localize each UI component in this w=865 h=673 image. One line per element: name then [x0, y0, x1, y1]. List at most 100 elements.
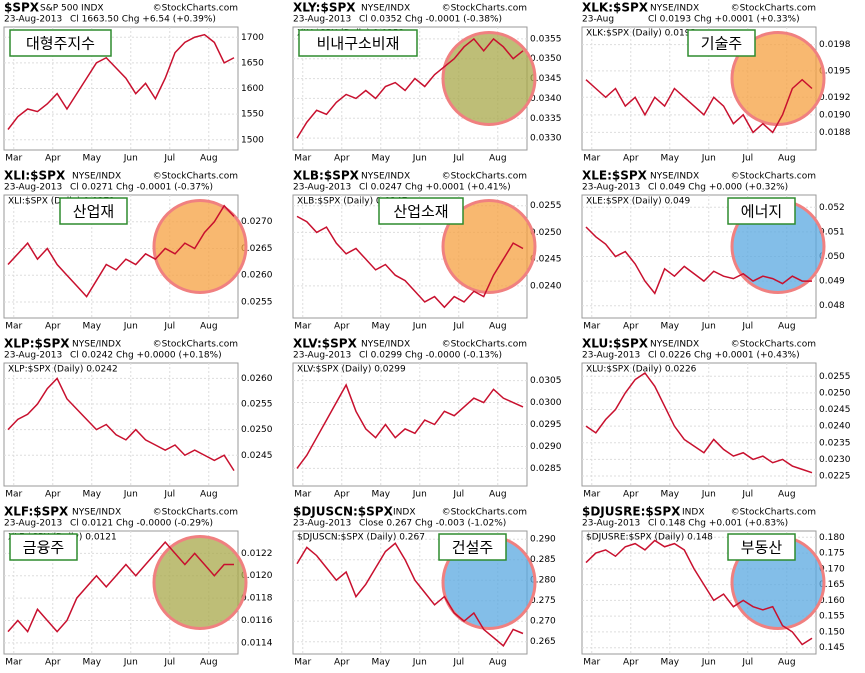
y-tick-label: 0.0188 — [819, 128, 851, 138]
price-line — [296, 37, 524, 139]
x-tick-label: Aug — [778, 154, 796, 164]
x-tick-label: Jun — [701, 490, 716, 500]
x-tick-label: Mar — [5, 490, 22, 500]
symbol: XLF:$SPX — [4, 505, 69, 519]
x-tick-label: Mar — [583, 322, 600, 332]
symbol: $DJUSRE:$SPX — [582, 505, 681, 519]
info: Cl 1663.50 Chg +6.54 (+0.39%) — [70, 15, 216, 25]
info: Cl 0.0242 Chg +0.0000 (+0.18%) — [70, 351, 222, 361]
source: ©StockCharts.com — [153, 508, 238, 518]
y-tick-label: 0.0270 — [241, 217, 273, 227]
source: ©StockCharts.com — [442, 508, 527, 518]
price-line — [7, 377, 235, 472]
x-tick-label: Aug — [489, 658, 507, 668]
sector-label: 산업재 — [73, 203, 114, 221]
y-tick-label: 0.0295 — [530, 420, 562, 430]
x-tick-label: May — [82, 154, 101, 164]
source: ©StockCharts.com — [153, 172, 238, 182]
x-tick-label: Aug — [200, 490, 218, 500]
x-tick-label: Mar — [294, 322, 311, 332]
x-tick-label: Mar — [583, 154, 600, 164]
y-tick-label: 0.0255 — [530, 201, 562, 211]
y-tick-label: 0.0300 — [530, 398, 562, 408]
symbol: $SPX — [4, 1, 40, 15]
y-tick-label: 0.150 — [819, 627, 845, 637]
sector-label: 에너지 — [741, 203, 782, 221]
x-tick-label: Jun — [412, 322, 427, 332]
exchange: NYSE/INDX — [361, 172, 410, 182]
label-box — [298, 29, 418, 57]
x-tick-label: Apr — [334, 322, 350, 332]
y-tick-label: 0.0118 — [241, 594, 273, 604]
x-tick-label: Apr — [45, 154, 61, 164]
exchange: NYSE/INDX — [72, 172, 121, 182]
symbol: XLE:$SPX — [582, 169, 648, 183]
y-tick-label: 0.0250 — [530, 228, 562, 238]
price-line — [585, 371, 813, 474]
y-tick-label: 0.0190 — [819, 110, 851, 120]
x-tick-label: Jun — [123, 490, 138, 500]
x-tick-label: Jul — [741, 154, 753, 164]
highlight-circle — [441, 199, 537, 294]
x-tick-label: Mar — [5, 154, 22, 164]
x-tick-label: May — [371, 154, 390, 164]
y-tick-label: 0.0255 — [241, 297, 273, 307]
x-tick-label: Mar — [294, 154, 311, 164]
y-tick-label: 0.0114 — [241, 638, 273, 648]
x-tick-label: Apr — [45, 490, 61, 500]
x-tick-label: Jun — [701, 658, 716, 668]
y-tick-label: 0.0260 — [241, 271, 273, 281]
x-tick-label: May — [82, 490, 101, 500]
x-tick-label: Jul — [163, 322, 175, 332]
date: 23-Aug — [582, 15, 614, 25]
x-tick-label: Aug — [778, 322, 796, 332]
x-tick-label: Jun — [123, 658, 138, 668]
y-tick-label: 0.0245 — [819, 405, 851, 415]
exchange: NYSE/INDX — [72, 508, 121, 518]
symbol: XLI:$SPX — [4, 169, 66, 183]
info: Close 0.267 Chg -0.003 (-1.02%) — [359, 519, 506, 529]
x-tick-label: Jun — [123, 322, 138, 332]
y-tick-label: 1650 — [241, 58, 264, 68]
x-tick-label: Aug — [778, 658, 796, 668]
y-tick-label: 0.050 — [819, 252, 845, 262]
price-line — [7, 204, 235, 298]
y-tick-label: 0.049 — [819, 277, 845, 287]
label-box — [9, 533, 78, 561]
y-tick-label: 0.048 — [819, 301, 845, 311]
y-tick-label: 0.0122 — [241, 549, 273, 559]
x-tick-label: Jul — [741, 322, 753, 332]
x-tick-label: Aug — [489, 154, 507, 164]
y-tick-label: 0.180 — [819, 533, 845, 543]
date: 23-Aug-2013 — [582, 183, 640, 193]
date: 23-Aug-2013 — [4, 15, 62, 25]
y-tick-label: 0.0116 — [241, 616, 273, 626]
source: ©StockCharts.com — [153, 4, 238, 14]
x-tick-label: May — [371, 658, 390, 668]
source: ©StockCharts.com — [731, 508, 816, 518]
x-tick-label: Jul — [163, 490, 175, 500]
symbol: XLP:$SPX — [4, 337, 70, 351]
highlight-circle — [152, 199, 248, 294]
y-tick-label: 0.0245 — [530, 255, 562, 265]
x-tick-label: Apr — [623, 154, 639, 164]
y-tick-label: 0.0350 — [530, 54, 562, 64]
y-tick-label: 0.145 — [819, 643, 845, 653]
x-tick-label: Apr — [45, 658, 61, 668]
x-tick-label: Jul — [452, 658, 464, 668]
sector-label: 기술주 — [701, 35, 742, 53]
y-tick-label: 0.0235 — [819, 438, 851, 448]
x-tick-label: Mar — [583, 490, 600, 500]
y-tick-label: 0.165 — [819, 580, 845, 590]
label-box — [727, 197, 796, 225]
y-tick-label: 0.175 — [819, 549, 845, 559]
x-tick-label: Mar — [294, 658, 311, 668]
info: Cl 0.0247 Chg +0.0001 (+0.41%) — [359, 183, 511, 193]
x-tick-label: Jul — [163, 658, 175, 668]
plot-area — [581, 362, 817, 487]
date: 23-Aug-2013 — [582, 519, 640, 529]
exchange: NYSE/INDX — [650, 4, 699, 14]
exchange: NYSE/INDX — [361, 4, 410, 14]
y-tick-label: 0.0245 — [241, 451, 273, 461]
